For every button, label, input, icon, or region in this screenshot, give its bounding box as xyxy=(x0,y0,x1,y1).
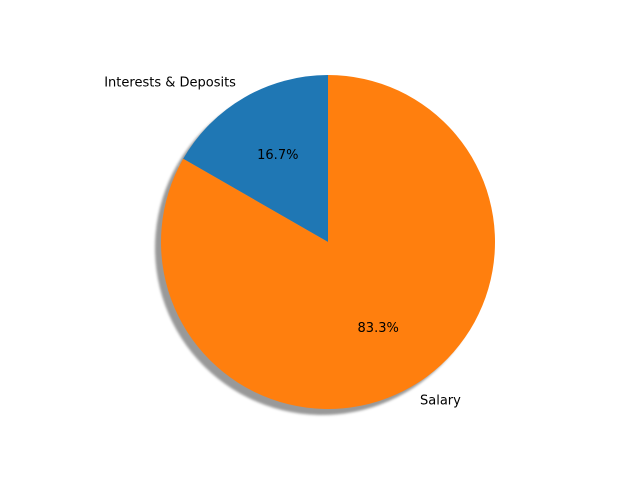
pie-pct-label-interests-deposits: 16.7% xyxy=(257,148,298,163)
pie-slices xyxy=(161,75,496,409)
pie-slice-interests-deposits xyxy=(183,75,328,242)
pie-slice-salary xyxy=(161,75,496,409)
pie-labels: 16.7% Interests & Deposits 83.3% Salary xyxy=(104,76,461,409)
pie-pct-label-salary: 83.3% xyxy=(358,321,399,336)
pie-category-label-salary: Salary xyxy=(420,393,461,408)
pie-category-label-interests-deposits: Interests & Deposits xyxy=(104,76,236,91)
